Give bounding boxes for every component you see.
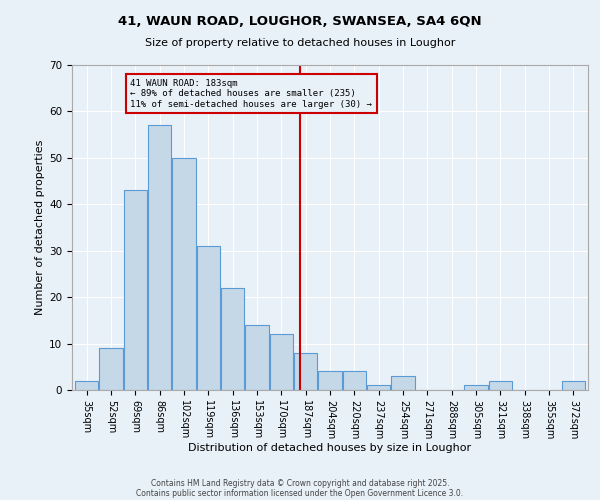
Bar: [562, 380, 585, 390]
Bar: [148, 126, 171, 390]
Bar: [75, 380, 98, 390]
Text: Size of property relative to detached houses in Loughor: Size of property relative to detached ho…: [145, 38, 455, 48]
Bar: [319, 372, 341, 390]
Bar: [294, 353, 317, 390]
Bar: [172, 158, 196, 390]
Bar: [343, 372, 366, 390]
Text: 41 WAUN ROAD: 183sqm
← 89% of detached houses are smaller (235)
11% of semi-deta: 41 WAUN ROAD: 183sqm ← 89% of detached h…: [130, 79, 372, 108]
X-axis label: Distribution of detached houses by size in Loughor: Distribution of detached houses by size …: [188, 444, 472, 454]
Bar: [197, 246, 220, 390]
Bar: [489, 380, 512, 390]
Bar: [367, 386, 390, 390]
Text: Contains public sector information licensed under the Open Government Licence 3.: Contains public sector information licen…: [136, 488, 464, 498]
Bar: [464, 386, 488, 390]
Bar: [100, 348, 122, 390]
Bar: [124, 190, 147, 390]
Bar: [221, 288, 244, 390]
Bar: [245, 325, 269, 390]
Text: 41, WAUN ROAD, LOUGHOR, SWANSEA, SA4 6QN: 41, WAUN ROAD, LOUGHOR, SWANSEA, SA4 6QN: [118, 15, 482, 28]
Text: Contains HM Land Registry data © Crown copyright and database right 2025.: Contains HM Land Registry data © Crown c…: [151, 478, 449, 488]
Bar: [391, 376, 415, 390]
Y-axis label: Number of detached properties: Number of detached properties: [35, 140, 45, 315]
Bar: [270, 334, 293, 390]
